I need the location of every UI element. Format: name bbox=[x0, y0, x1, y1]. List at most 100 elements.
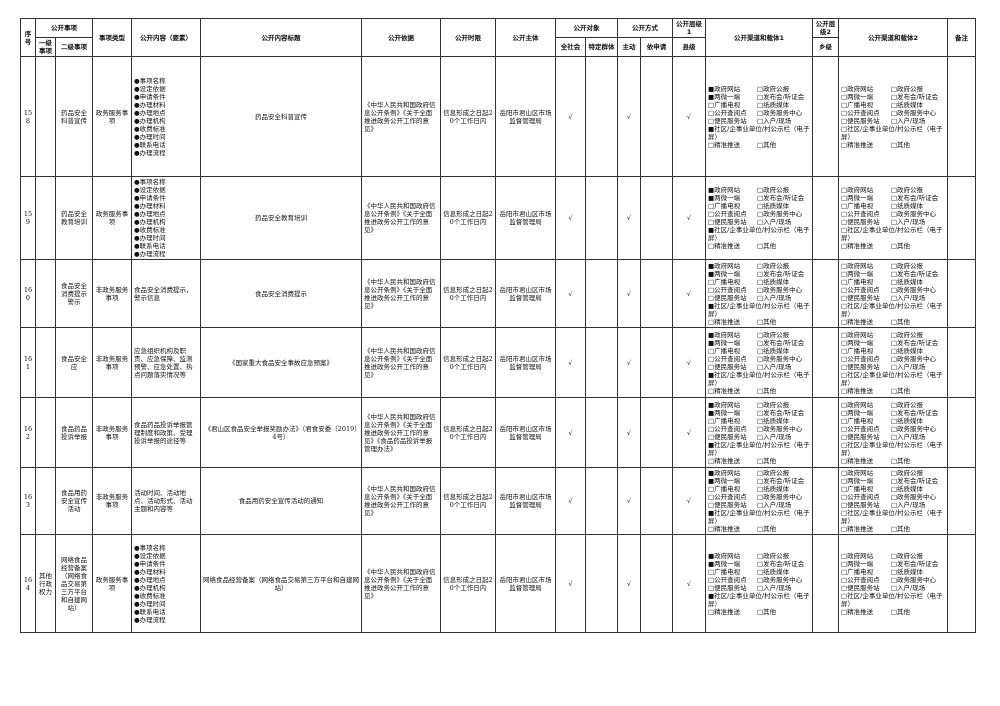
cell bbox=[585, 176, 618, 260]
channel-item: □精准推送 bbox=[841, 140, 874, 149]
cell: 《中华人民共和国政府信息公开条例》《关于全面推进政务公开工作的意见》 bbox=[361, 259, 441, 328]
channel-item: □政府公报 bbox=[890, 84, 924, 93]
channel-item: □广播电视 bbox=[841, 485, 874, 493]
content-item: ●申请条件 bbox=[134, 194, 166, 202]
channel-item: □政府公报 bbox=[756, 330, 790, 339]
header-cell: 公开内容标题 bbox=[200, 18, 362, 57]
cell bbox=[585, 56, 618, 177]
cell: √ bbox=[672, 176, 706, 260]
cell bbox=[812, 534, 839, 633]
channel-item: □便民服务站 bbox=[708, 583, 747, 592]
content-cell: 食品安全消费提示，警示信息 bbox=[131, 259, 201, 328]
channel-item: □发布会/听证会 bbox=[756, 408, 805, 417]
cell: 岳阳市君山区市场监督管理局 bbox=[495, 397, 556, 468]
channel-item: □政务服务中心 bbox=[756, 108, 803, 117]
channel-item: □公开查阅点 bbox=[841, 285, 880, 294]
channel-item: ■两微一端 bbox=[708, 269, 741, 278]
channel-item: □发布会/听证会 bbox=[756, 477, 805, 485]
channel-cell: ■政府网站 □政府公报■两微一端 □发布会/听证会□广播电视 □纸质媒体□公开查阅点 □… bbox=[705, 534, 813, 633]
channel-cell: ■政府网站 □政府公报■两微一端 □发布会/听证会□广播电视 □纸质媒体□公开查阅点 □… bbox=[705, 176, 813, 260]
content-cell: ●事项名称 ●设定依据 ●申请条件 ●办理材料 ●办理地点 ●办理机构 ●收费标准 ●办理时间… bbox=[131, 56, 201, 177]
channel-item: □入户/现场 bbox=[756, 501, 792, 509]
channel-item: □发布会/听证会 bbox=[890, 92, 939, 101]
channel-item: □广播电视 bbox=[841, 567, 874, 576]
channel-item: □政府公报 bbox=[890, 186, 924, 194]
cell: √ bbox=[555, 397, 586, 468]
channel-item: □公开查阅点 bbox=[841, 424, 880, 433]
cell bbox=[640, 397, 673, 468]
cell bbox=[947, 176, 976, 260]
channel-item: □政府公报 bbox=[756, 261, 790, 270]
channel-item: □公开查阅点 bbox=[708, 210, 747, 218]
cell: √ bbox=[672, 327, 706, 398]
channel-item: ■政府网站 bbox=[708, 551, 741, 560]
channel-item: □精准推送 bbox=[708, 607, 741, 616]
cell bbox=[812, 397, 839, 468]
content-item: ●办理机构 bbox=[134, 116, 166, 125]
channel-item: □纸质媒体 bbox=[756, 485, 790, 493]
header-cell: 县级 bbox=[672, 37, 706, 57]
cell bbox=[35, 467, 56, 535]
content-item: ●办理材料 bbox=[134, 202, 166, 210]
cell: 食品安全消费提示警示 bbox=[55, 259, 93, 328]
channel-item: ■社区/企事业单位/村公示栏（电子屏） bbox=[708, 301, 810, 318]
cell: 《中华人民共和国政府信息公开条例》《关于全面推进政务公开工作的意见》《食品药品投… bbox=[361, 397, 441, 468]
content-item: ●申请条件 bbox=[134, 559, 166, 568]
table-row: 162 食品药品投诉举报 非政务服务事项 食品药品投诉举报管理制度和政策、受理投诉举报… bbox=[20, 397, 976, 468]
channel-item: ■社区/企事业单位/村公示栏（电子屏） bbox=[708, 509, 810, 525]
channel-item: □便民服务站 bbox=[708, 501, 747, 509]
cell: √ bbox=[617, 176, 641, 260]
content-item: 活动时间、活动地点、活动形式、活动主题和内容等 bbox=[134, 489, 193, 513]
channel-item: □政府公报 bbox=[756, 186, 790, 194]
channel-item: □社区/企事业单位/村公示栏（电子屏） bbox=[841, 440, 943, 457]
header-cell: 序号 bbox=[20, 18, 36, 57]
channel-item: ■两微一端 bbox=[708, 92, 741, 101]
cell: √ bbox=[555, 259, 586, 328]
channel-item: □其他 bbox=[890, 140, 911, 149]
content-item: ●收费标准 bbox=[134, 591, 166, 600]
channel-item: □政府网站 bbox=[841, 186, 874, 194]
channel-item: □社区/企事业单位/村公示栏（电子屏） bbox=[841, 509, 943, 525]
channel-item: □便民服务站 bbox=[708, 218, 747, 226]
cell: 《中华人民共和国政府信息公开条例》《关于全面推进政务公开工作的意见》 bbox=[361, 467, 441, 535]
channel-item: □政务服务中心 bbox=[756, 354, 803, 363]
channel-item: □政府网站 bbox=[841, 330, 874, 339]
table-row: 159 药品安全教育培训 政务服务事项 ●事项名称 ●设定依据 ●申请条件 ●办理材料 ●办理… bbox=[20, 176, 976, 260]
cell bbox=[35, 56, 56, 177]
channel-item: □两微一端 bbox=[841, 559, 874, 568]
channel-item: □纸质媒体 bbox=[890, 416, 924, 425]
disclosure-table: 序号 公开事项 事项类型 公开内容（要素） 公开内容标题 公开依据 公开时限 公… bbox=[20, 18, 976, 633]
cell bbox=[812, 327, 839, 398]
channel-item: □公开查阅点 bbox=[841, 493, 880, 501]
channel-item: □广播电视 bbox=[841, 202, 874, 210]
channel-item: □入户/现场 bbox=[890, 116, 926, 125]
channel-item: □纸质媒体 bbox=[756, 277, 790, 286]
cell bbox=[585, 534, 618, 633]
channel-item: □发布会/听证会 bbox=[756, 269, 805, 278]
cell bbox=[35, 259, 56, 328]
cell: √ bbox=[555, 56, 586, 177]
channel-item: ■社区/企事业单位/村公示栏（电子屏） bbox=[708, 440, 810, 457]
channel-item: □纸质媒体 bbox=[890, 485, 924, 493]
channel-item: □精准推送 bbox=[841, 456, 874, 465]
channel-item: □政务服务中心 bbox=[890, 210, 937, 218]
cell bbox=[585, 259, 618, 328]
cell: 《中华人民共和国政府信息公开条例》《关于全面推进政务公开工作的意见》 bbox=[361, 534, 441, 633]
cell: √ bbox=[617, 397, 641, 468]
channel-item: □广播电视 bbox=[841, 277, 874, 286]
cell bbox=[640, 56, 673, 177]
channel-item: □广播电视 bbox=[708, 485, 741, 493]
channel-item: ■社区/企事业单位/村公示栏（电子屏） bbox=[708, 124, 810, 141]
cell: 158 bbox=[20, 56, 36, 177]
channel-item: □便民服务站 bbox=[841, 116, 880, 125]
cell: 政务服务事项 bbox=[92, 534, 132, 633]
channel-item: □纸质媒体 bbox=[756, 567, 790, 576]
channel-item: □精准推送 bbox=[708, 140, 741, 149]
channel-item: □广播电视 bbox=[708, 346, 741, 355]
cell: 食品药品投诉举报 bbox=[55, 397, 93, 468]
cell: 药品安全科普宣传 bbox=[55, 56, 93, 177]
channel-item: □发布会/听证会 bbox=[890, 269, 939, 278]
channel-item: □发布会/听证会 bbox=[756, 194, 805, 202]
channel-item: □两微一端 bbox=[841, 92, 874, 101]
cell: 岳阳市君山区市场监督管理局 bbox=[495, 176, 556, 260]
